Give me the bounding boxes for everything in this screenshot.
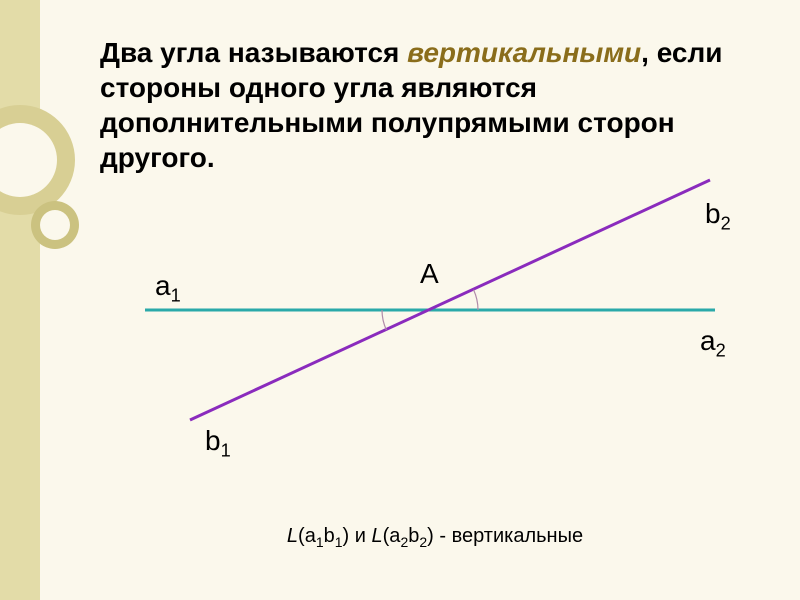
definition-before: Два угла называются xyxy=(100,37,407,68)
caption-suffix: - вертикальные xyxy=(434,525,583,547)
caption: L(a1b1) и L(a2b2) - вертикальные xyxy=(100,525,770,550)
label-a1: a1 xyxy=(155,270,181,307)
line-b xyxy=(190,180,710,420)
definition-block: Два угла называются вертикальными, если … xyxy=(100,35,770,175)
label-b1: b1 xyxy=(205,425,231,462)
caption-sym1: L xyxy=(287,525,298,547)
label-b1-base: b xyxy=(205,425,221,456)
label-b2-base: b xyxy=(705,198,721,229)
slide-decoration xyxy=(0,0,80,600)
caption-conj: и xyxy=(349,525,371,547)
angle-arc-right xyxy=(474,290,478,310)
label-a1-base: a xyxy=(155,270,171,301)
diagram-svg xyxy=(100,180,770,480)
caption-pair2: (a2b2) xyxy=(383,525,434,547)
vertex-label-text: A xyxy=(420,258,439,289)
diagram: A a1 a2 b1 b2 xyxy=(100,220,770,480)
definition-text: Два угла называются вертикальными, если … xyxy=(100,35,770,175)
label-a2-sub: 2 xyxy=(716,341,726,361)
caption-sym2: L xyxy=(372,525,383,547)
label-a2-base: a xyxy=(700,325,716,356)
label-a1-sub: 1 xyxy=(171,286,181,306)
vertex-label: A xyxy=(420,258,439,290)
label-b1-sub: 1 xyxy=(221,441,231,461)
label-b2-sub: 2 xyxy=(721,214,731,234)
angle-arc-left xyxy=(382,310,386,330)
definition-term: вертикальными xyxy=(407,37,641,68)
label-a2: a2 xyxy=(700,325,726,362)
caption-pair1: (a1b1) xyxy=(298,525,349,547)
label-b2: b2 xyxy=(705,198,731,235)
